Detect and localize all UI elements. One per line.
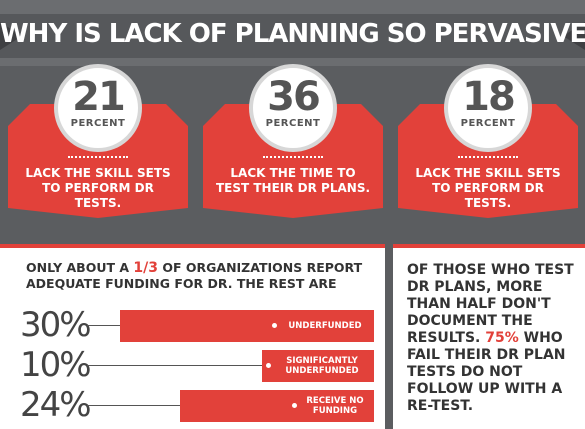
stat-card-2: 36 PERCENT LACK THE TIME TO TEST THEIR D…	[203, 64, 383, 218]
dotted-divider	[68, 156, 128, 158]
funding-percent: 30%	[20, 305, 92, 345]
dotted-divider	[458, 156, 518, 158]
card-notch-right	[556, 104, 578, 126]
funding-label: SIGNIFICANTLY UNDERFUNDED	[285, 356, 359, 376]
stat-card-1: 21 PERCENT LACK THE SKILL SETS TO PERFOR…	[8, 64, 188, 218]
stat-unit: PERCENT	[460, 118, 516, 129]
funding-percent: 10%	[20, 345, 92, 385]
stat-description: LACK THE TIME TO TEST THEIR DR PLANS.	[215, 166, 371, 195]
card-pointer	[8, 208, 188, 218]
stat-description: LACK THE SKILL SETS TO PERFORM DR TESTS.	[25, 166, 171, 210]
funding-label: UNDERFUNDED	[288, 321, 362, 331]
stat-value: 36	[267, 74, 321, 120]
funding-panel: ONLY ABOUT A 1/3 OF ORGANIZATIONS REPORT…	[0, 244, 385, 429]
funding-row-significantly-underfunded: 10% SIGNIFICANTLY UNDERFUNDED	[0, 346, 385, 386]
card-notch-right	[361, 104, 383, 126]
funding-heading: ONLY ABOUT A 1/3 OF ORGANIZATIONS REPORT…	[26, 260, 376, 292]
stat-circle: 18 PERCENT	[444, 64, 532, 152]
funding-row-underfunded: 30% UNDERFUNDED	[0, 306, 385, 346]
title-banner	[0, 14, 585, 58]
funding-bar	[180, 390, 374, 422]
stat-unit: PERCENT	[265, 118, 321, 129]
funding-heading-post: OF ORGANIZATIONS REPORT ADEQUATE FUNDING…	[26, 260, 363, 291]
card-pointer	[203, 208, 383, 218]
bar-dot	[266, 363, 271, 368]
stat-card-3: 18 PERCENT LACK THE SKILL SETS TO PERFOR…	[398, 64, 578, 218]
stat-description: LACK THE SKILL SETS TO PERFORM DR TESTS.	[415, 166, 561, 210]
dotted-divider	[263, 156, 323, 158]
header: WHY IS LACK OF PLANNING SO PERVASIVE?1	[0, 0, 585, 66]
funding-bar	[262, 350, 374, 382]
stat-value: 18	[462, 74, 516, 120]
card-notch-left	[398, 104, 420, 126]
banner-ribbon-left	[0, 22, 22, 50]
card-notch-left	[8, 104, 30, 126]
banner-ribbon-right	[563, 22, 585, 50]
stat-circle: 36 PERCENT	[249, 64, 337, 152]
funding-heading-pre: ONLY ABOUT A	[26, 260, 134, 275]
retest-text: OF THOSE WHO TEST DR PLANS, MORE THAN HA…	[407, 262, 577, 415]
retest-accent: 75%	[485, 330, 519, 346]
stat-unit: PERCENT	[70, 118, 126, 129]
bar-dot	[272, 323, 277, 328]
retest-panel: OF THOSE WHO TEST DR PLANS, MORE THAN HA…	[393, 244, 585, 429]
funding-row-no-funding: 24% RECEIVE NO FUNDING	[0, 386, 385, 426]
card-notch-right	[166, 104, 188, 126]
funding-heading-accent: 1/3	[133, 260, 159, 276]
retest-text-post: WHO FAIL THEIR DR PLAN TESTS DO NOT FOLL…	[407, 330, 566, 414]
stat-value: 21	[72, 74, 126, 120]
leader-line	[87, 365, 273, 366]
title-text: WHY IS LACK OF PLANNING SO PERVASIVE?	[0, 19, 585, 49]
page-title: WHY IS LACK OF PLANNING SO PERVASIVE?1	[0, 19, 585, 49]
funding-label: RECEIVE NO FUNDING	[306, 396, 364, 416]
bar-dot	[292, 403, 297, 408]
card-pointer	[398, 208, 578, 218]
funding-percent: 24%	[20, 385, 92, 425]
stat-circle: 21 PERCENT	[54, 64, 142, 152]
card-notch-left	[203, 104, 225, 126]
funding-bar	[120, 310, 374, 342]
retest-text-pre: OF THOSE WHO TEST DR PLANS, MORE THAN HA…	[407, 262, 574, 346]
